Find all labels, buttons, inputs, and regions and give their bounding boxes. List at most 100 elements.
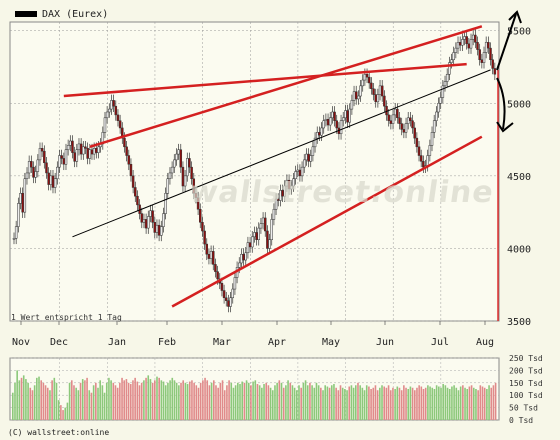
candle-body [69, 140, 72, 146]
volume-bar [173, 380, 176, 420]
volume-bar [304, 380, 307, 420]
candle-body [450, 59, 453, 63]
volume-bar [438, 386, 440, 420]
volume-bar [105, 382, 108, 420]
legend-label: DAX (Eurex) [42, 9, 108, 20]
x-tick-label: Feb [158, 337, 176, 348]
volume-tick-label: 250 Tsd [509, 354, 543, 363]
volume-bar [195, 385, 198, 420]
candle-body [435, 111, 438, 121]
candle-body [411, 120, 414, 129]
candle-body [47, 172, 50, 185]
candle-body [88, 149, 92, 159]
volume-bar [136, 381, 139, 420]
candle-body [129, 163, 133, 177]
candle-body [86, 148, 89, 159]
candle-body [238, 262, 241, 268]
volume-bar [464, 387, 466, 420]
candle-body [240, 253, 243, 264]
volume-bar [339, 385, 342, 420]
candle-body [385, 105, 388, 116]
volume-bar [204, 377, 206, 420]
volume-bar [99, 380, 101, 420]
volume-bar [289, 382, 292, 420]
candle-body [192, 178, 196, 194]
volume-bar [455, 387, 458, 420]
credit-text: (C) wallstreet:online [8, 428, 110, 437]
volume-bar [446, 387, 449, 420]
volume-bar [178, 385, 180, 420]
volume-bar [457, 390, 460, 420]
candle-body [417, 146, 421, 156]
candle-body [142, 219, 146, 223]
candle-body [79, 143, 83, 155]
volume-bar [472, 387, 475, 420]
volume-bar [95, 382, 97, 420]
volume-bar [184, 382, 187, 420]
candle-body [25, 172, 29, 180]
volume-bar [180, 382, 182, 420]
volume-bar [31, 390, 34, 420]
candle-body [294, 171, 297, 180]
volume-bar [53, 377, 56, 420]
volume-bar [285, 385, 287, 420]
volume-bar [411, 387, 414, 420]
candle-body [333, 111, 336, 121]
candle-body [478, 49, 481, 60]
candle-body [30, 161, 33, 168]
candle-body [413, 127, 416, 139]
candle-body [123, 137, 126, 148]
volume-bar [403, 385, 405, 420]
volume-bar [488, 385, 490, 420]
volume-bar [228, 380, 230, 420]
candle-body [214, 264, 217, 272]
candle-body [203, 230, 206, 245]
volume-bar [75, 387, 77, 420]
candle-body [116, 114, 120, 121]
candle-body [378, 85, 382, 95]
candle-body [95, 148, 98, 153]
candle-body [257, 227, 260, 240]
candle-body [309, 155, 312, 162]
candle-body [261, 217, 265, 225]
volume-bar [368, 386, 370, 420]
candle-body [127, 155, 131, 165]
volume-bar [328, 387, 331, 420]
volume-bar [359, 385, 361, 420]
volume-bar [46, 387, 49, 420]
candle-body [335, 120, 338, 129]
candle-body [19, 193, 22, 204]
candle-body [315, 132, 319, 139]
candle-body [300, 166, 304, 177]
volume-bar [64, 407, 67, 420]
candle-body [58, 155, 61, 168]
volume-bar [81, 379, 84, 420]
volume-bar [51, 380, 53, 420]
volume-bar [379, 387, 381, 420]
volume-bar [230, 382, 233, 420]
candle-body [363, 74, 367, 81]
volume-bar [232, 387, 235, 420]
volume-bar [466, 389, 469, 420]
volume-bar [221, 380, 224, 420]
volume-tick-label: 200 Tsd [509, 366, 543, 375]
volume-bar [18, 380, 21, 420]
candle-body [346, 110, 349, 123]
candle-body [136, 195, 139, 206]
volume-bar [374, 385, 377, 420]
candle-body [45, 162, 48, 174]
candle-body [181, 166, 185, 187]
candle-body [177, 149, 180, 155]
volume-bar [42, 382, 45, 420]
candle-body [452, 52, 455, 60]
candle-body [103, 117, 107, 133]
candle-body [430, 132, 434, 146]
volume-bar [210, 382, 213, 420]
volume-bar [44, 385, 47, 420]
candle-body [199, 208, 202, 223]
candle-body [229, 297, 232, 307]
candle-body [409, 117, 412, 121]
candle-body [374, 94, 377, 103]
candle-body [12, 238, 16, 240]
candle-body [27, 161, 31, 174]
